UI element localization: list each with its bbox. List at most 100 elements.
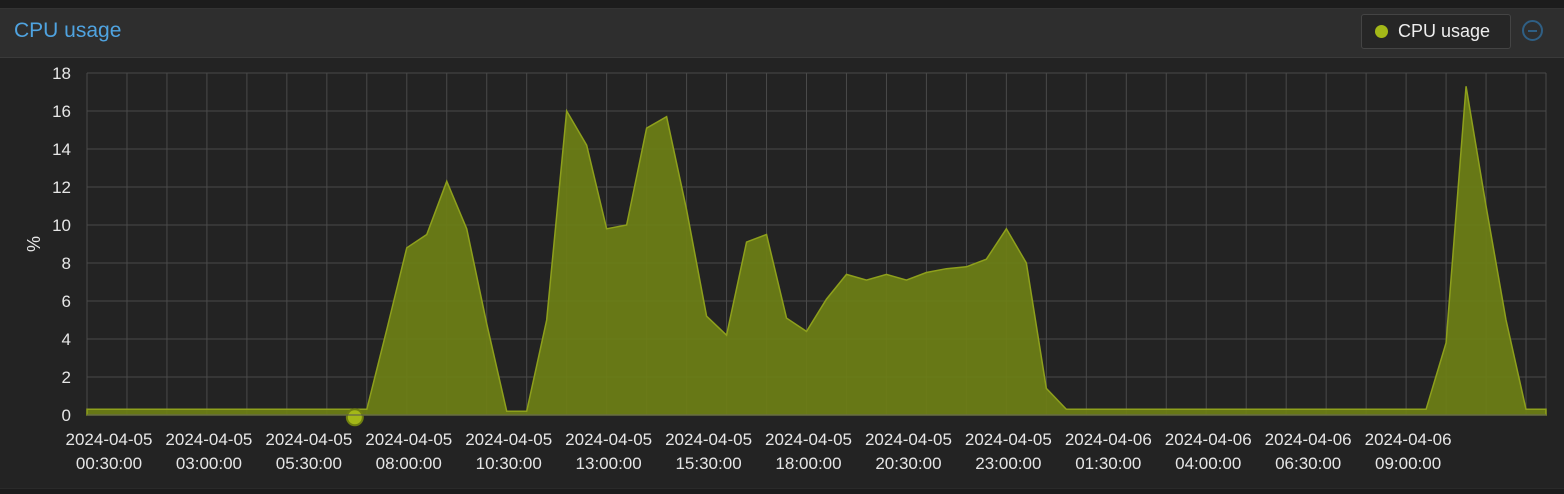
- data-point[interactable]: [883, 271, 889, 277]
- data-point[interactable]: [983, 256, 989, 262]
- data-point[interactable]: [604, 226, 610, 232]
- data-point[interactable]: [484, 321, 490, 327]
- data-point[interactable]: [1143, 406, 1149, 412]
- data-point[interactable]: [404, 245, 410, 251]
- data-point[interactable]: [1123, 406, 1129, 412]
- legend-toggle-button[interactable]: CPU usage: [1361, 14, 1511, 49]
- data-point[interactable]: [104, 406, 110, 412]
- y-tick-label: 16: [52, 102, 71, 121]
- data-point[interactable]: [284, 406, 290, 412]
- x-tick-label-date: 2024-04-05: [165, 430, 252, 449]
- y-axis-label: %: [24, 236, 44, 252]
- data-point[interactable]: [384, 327, 390, 333]
- data-point[interactable]: [1303, 406, 1309, 412]
- y-tick-label: 12: [52, 178, 71, 197]
- data-point[interactable]: [1083, 406, 1089, 412]
- data-point[interactable]: [1223, 406, 1229, 412]
- data-point[interactable]: [184, 406, 190, 412]
- data-point[interactable]: [943, 266, 949, 272]
- data-point[interactable]: [1263, 406, 1269, 412]
- y-tick-label: 0: [62, 406, 71, 425]
- data-point[interactable]: [1203, 406, 1209, 412]
- data-point[interactable]: [1103, 406, 1109, 412]
- data-point[interactable]: [464, 226, 470, 232]
- data-point[interactable]: [504, 408, 510, 414]
- x-tick-label-time: 13:00:00: [576, 454, 642, 473]
- data-point[interactable]: [724, 332, 730, 338]
- data-point[interactable]: [1183, 406, 1189, 412]
- x-tick-label-time: 09:00:00: [1375, 454, 1441, 473]
- data-point[interactable]: [1003, 226, 1009, 232]
- x-tick-label-time: 10:30:00: [476, 454, 542, 473]
- data-point[interactable]: [963, 264, 969, 270]
- data-point[interactable]: [1163, 406, 1169, 412]
- x-tick-label-time: 15:30:00: [675, 454, 741, 473]
- data-point[interactable]: [84, 406, 90, 412]
- panel-title: CPU usage: [14, 19, 122, 42]
- data-point[interactable]: [644, 125, 650, 131]
- data-point[interactable]: [823, 296, 829, 302]
- data-point[interactable]: [1323, 406, 1329, 412]
- x-tick-label-date: 2024-04-06: [1165, 430, 1252, 449]
- data-point[interactable]: [124, 406, 130, 412]
- data-point[interactable]: [1423, 406, 1429, 412]
- hover-point[interactable]: [345, 408, 364, 427]
- data-point[interactable]: [804, 328, 810, 334]
- data-point[interactable]: [1383, 406, 1389, 412]
- data-point[interactable]: [564, 108, 570, 114]
- data-point[interactable]: [863, 277, 869, 283]
- y-tick-label: 10: [52, 216, 71, 235]
- x-tick-label-date: 2024-04-06: [1265, 430, 1352, 449]
- data-point[interactable]: [544, 317, 550, 323]
- data-point[interactable]: [1283, 406, 1289, 412]
- minus-circle-icon[interactable]: [1522, 20, 1543, 41]
- data-point[interactable]: [1043, 385, 1049, 391]
- data-point[interactable]: [144, 406, 150, 412]
- data-point[interactable]: [264, 406, 270, 412]
- data-point[interactable]: [584, 142, 590, 148]
- data-point[interactable]: [923, 270, 929, 276]
- data-point[interactable]: [364, 406, 370, 412]
- data-point[interactable]: [704, 313, 710, 319]
- cpu-usage-panel: CPU usage CPU usage 0 2 4 6 8 10 12 14 16 18% 2024…: [0, 8, 1564, 489]
- data-point[interactable]: [624, 222, 630, 228]
- data-point[interactable]: [1523, 406, 1529, 412]
- data-point[interactable]: [1463, 83, 1469, 89]
- data-point[interactable]: [843, 271, 849, 277]
- data-point[interactable]: [1343, 406, 1349, 412]
- data-point[interactable]: [324, 406, 330, 412]
- data-point[interactable]: [664, 114, 670, 120]
- data-point[interactable]: [903, 277, 909, 283]
- data-point[interactable]: [1063, 406, 1069, 412]
- data-point[interactable]: [784, 315, 790, 321]
- data-point[interactable]: [444, 178, 450, 184]
- x-tick-label-date: 2024-04-05: [665, 430, 752, 449]
- data-point[interactable]: [1023, 260, 1029, 266]
- x-tick-label-date: 2024-04-06: [1065, 430, 1152, 449]
- data-point[interactable]: [1443, 340, 1449, 346]
- data-point[interactable]: [424, 232, 430, 238]
- data-point[interactable]: [1543, 406, 1549, 412]
- data-point[interactable]: [164, 406, 170, 412]
- x-tick-label-date: 2024-04-05: [565, 430, 652, 449]
- data-point[interactable]: [204, 406, 210, 412]
- data-point[interactable]: [524, 408, 530, 414]
- x-tick-label-time: 06:30:00: [1275, 454, 1341, 473]
- chart-area: 0 2 4 6 8 10 12 14 16 18% 2024-04-05 00:30:00 2024-0…: [0, 58, 1564, 488]
- data-point[interactable]: [1503, 317, 1509, 323]
- data-point[interactable]: [1403, 406, 1409, 412]
- data-point[interactable]: [1243, 406, 1249, 412]
- y-tick-label: 14: [52, 140, 71, 159]
- y-tick-label: 4: [62, 330, 71, 349]
- data-point[interactable]: [224, 406, 230, 412]
- data-point[interactable]: [744, 239, 750, 245]
- data-point[interactable]: [684, 207, 690, 213]
- x-tick-label-date: 2024-04-05: [265, 430, 352, 449]
- data-point[interactable]: [304, 406, 310, 412]
- data-point[interactable]: [244, 406, 250, 412]
- x-tick-label-date: 2024-04-05: [66, 430, 153, 449]
- x-tick-label-date: 2024-04-06: [1365, 430, 1452, 449]
- data-point[interactable]: [764, 232, 770, 238]
- data-point[interactable]: [1363, 406, 1369, 412]
- data-point[interactable]: [1483, 203, 1489, 209]
